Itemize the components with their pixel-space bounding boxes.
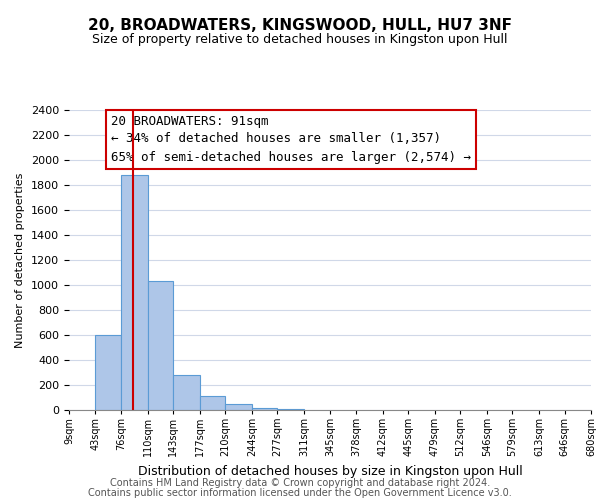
Text: Size of property relative to detached houses in Kingston upon Hull: Size of property relative to detached ho… <box>92 32 508 46</box>
Bar <box>148 281 173 410</box>
Bar <box>121 175 148 410</box>
Bar <box>226 404 252 410</box>
Bar <box>95 335 121 410</box>
Bar <box>252 408 277 410</box>
Text: Contains HM Land Registry data © Crown copyright and database right 2024.: Contains HM Land Registry data © Crown c… <box>110 478 490 488</box>
Bar <box>200 396 226 410</box>
Bar <box>173 375 200 410</box>
Text: Contains public sector information licensed under the Open Government Licence v3: Contains public sector information licen… <box>88 488 512 498</box>
X-axis label: Distribution of detached houses by size in Kingston upon Hull: Distribution of detached houses by size … <box>137 465 523 478</box>
Y-axis label: Number of detached properties: Number of detached properties <box>16 172 25 348</box>
Text: 20, BROADWATERS, KINGSWOOD, HULL, HU7 3NF: 20, BROADWATERS, KINGSWOOD, HULL, HU7 3N… <box>88 18 512 32</box>
Text: 20 BROADWATERS: 91sqm
← 34% of detached houses are smaller (1,357)
65% of semi-d: 20 BROADWATERS: 91sqm ← 34% of detached … <box>111 114 471 164</box>
